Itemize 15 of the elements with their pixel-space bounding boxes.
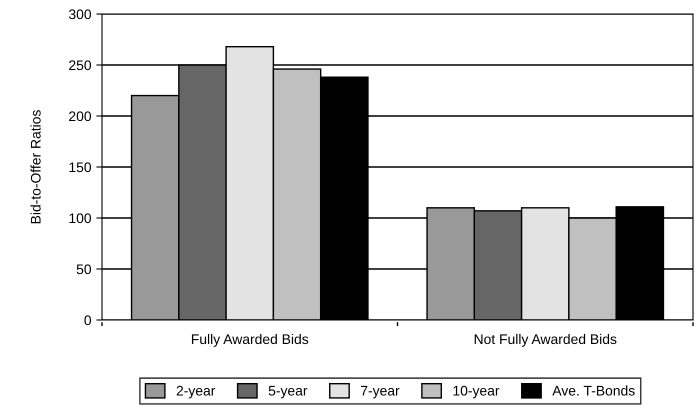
- legend-label: Ave. T-Bonds: [552, 385, 635, 396]
- legend-label: 10-year: [453, 386, 500, 398]
- y-tick-label: 0: [84, 315, 92, 326]
- y-tick-label: 50: [76, 264, 92, 274]
- y-tick-label: 100: [69, 213, 92, 224]
- y-axis-title: Bid-to-Offer Ratios: [30, 110, 41, 224]
- x-tick-label: Not Fully Awarded Bids: [474, 334, 616, 347]
- legend-label: 2-year: [176, 386, 216, 398]
- y-tick-label: 250: [69, 60, 92, 70]
- y-tick-label: 300: [68, 9, 92, 20]
- legend-label: 7-year: [361, 386, 400, 398]
- y-tick-label: 150: [69, 162, 92, 172]
- y-tick-label: 200: [69, 111, 92, 122]
- legend-label: 5-year: [268, 386, 308, 398]
- x-tick-label: Fully Awarded Bids: [192, 334, 308, 347]
